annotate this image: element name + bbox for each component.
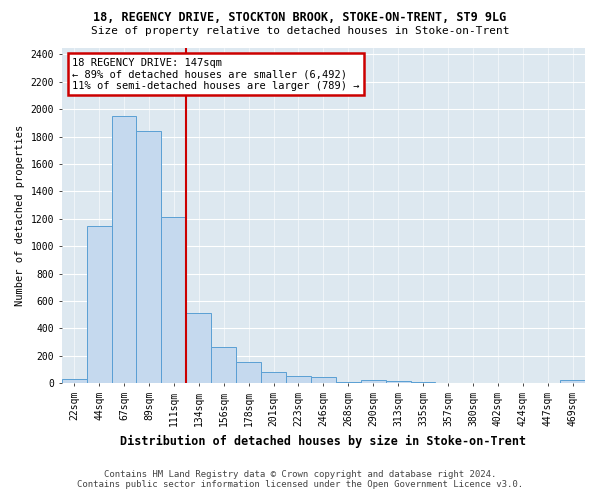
Bar bbox=[112, 116, 136, 383]
Bar bbox=[211, 347, 236, 383]
Y-axis label: Number of detached properties: Number of detached properties bbox=[15, 124, 25, 306]
Bar bbox=[311, 377, 336, 383]
Bar bbox=[386, 381, 410, 383]
Bar bbox=[261, 372, 286, 383]
Bar bbox=[236, 362, 261, 383]
Bar bbox=[62, 379, 86, 383]
X-axis label: Distribution of detached houses by size in Stoke-on-Trent: Distribution of detached houses by size … bbox=[120, 434, 526, 448]
Text: Size of property relative to detached houses in Stoke-on-Trent: Size of property relative to detached ho… bbox=[91, 26, 509, 36]
Text: 18, REGENCY DRIVE, STOCKTON BROOK, STOKE-ON-TRENT, ST9 9LG: 18, REGENCY DRIVE, STOCKTON BROOK, STOKE… bbox=[94, 11, 506, 24]
Bar bbox=[136, 131, 161, 383]
Bar bbox=[410, 382, 436, 383]
Bar bbox=[186, 314, 211, 383]
Bar bbox=[336, 382, 361, 383]
Text: Contains HM Land Registry data © Crown copyright and database right 2024.: Contains HM Land Registry data © Crown c… bbox=[104, 470, 496, 479]
Bar bbox=[361, 380, 386, 383]
Bar bbox=[286, 376, 311, 383]
Text: 18 REGENCY DRIVE: 147sqm
← 89% of detached houses are smaller (6,492)
11% of sem: 18 REGENCY DRIVE: 147sqm ← 89% of detach… bbox=[72, 58, 359, 91]
Bar bbox=[86, 226, 112, 383]
Bar bbox=[161, 218, 186, 383]
Bar bbox=[560, 380, 585, 383]
Text: Contains public sector information licensed under the Open Government Licence v3: Contains public sector information licen… bbox=[77, 480, 523, 489]
